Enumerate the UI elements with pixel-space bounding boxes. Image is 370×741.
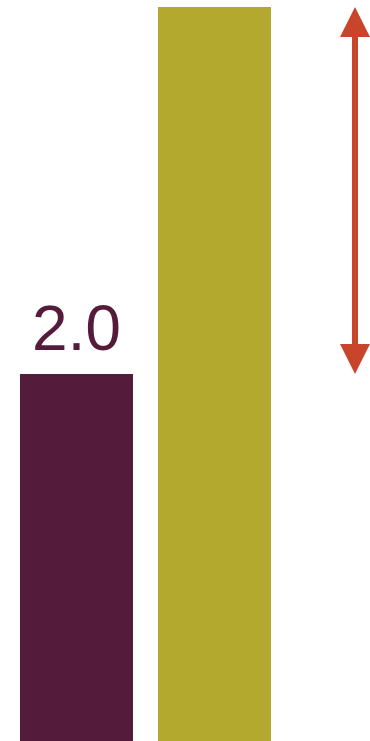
arrow-head-down <box>340 344 370 374</box>
bar-2 <box>158 7 271 741</box>
difference-arrow <box>340 7 370 374</box>
bars-group <box>20 7 271 741</box>
arrow-head-up <box>340 7 370 37</box>
bar-1-value-label: 2.0 <box>32 292 121 364</box>
labels-group: 2.0 <box>32 292 121 364</box>
bar-1 <box>20 374 133 741</box>
